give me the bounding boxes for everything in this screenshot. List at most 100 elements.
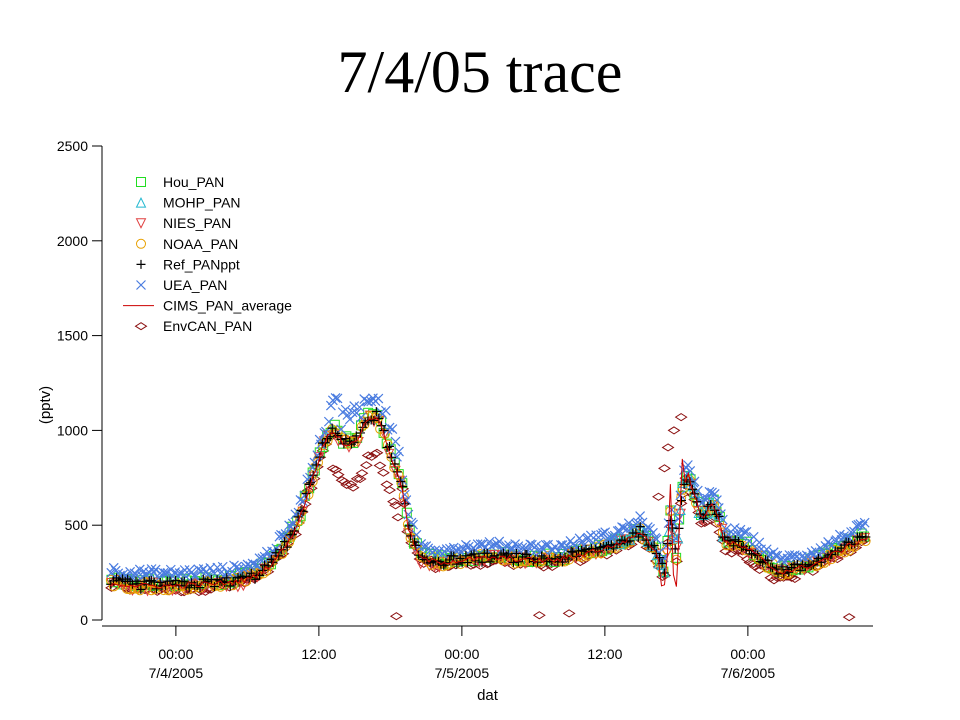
data-point xyxy=(617,522,627,533)
data-point xyxy=(244,572,254,582)
data-point xyxy=(806,561,816,571)
data-point xyxy=(712,495,722,505)
data-point xyxy=(160,568,171,579)
data-point xyxy=(496,550,506,560)
data-point xyxy=(740,555,754,564)
legend-marker xyxy=(136,238,146,249)
data-point xyxy=(376,468,390,477)
data-point xyxy=(531,540,541,551)
data-point xyxy=(540,539,551,550)
data-point xyxy=(507,544,518,554)
data-point xyxy=(461,539,471,550)
data-point xyxy=(339,439,349,449)
y-tick-label: 1000 xyxy=(57,422,88,438)
data-point xyxy=(752,543,763,554)
data-point xyxy=(729,523,740,533)
data-point xyxy=(469,549,479,559)
x-tick-date-label: 7/6/2005 xyxy=(721,665,776,681)
data-point xyxy=(326,464,340,473)
data-point xyxy=(470,556,480,566)
data-point xyxy=(404,521,414,531)
data-point xyxy=(389,612,403,621)
data-point xyxy=(543,539,553,550)
data-point xyxy=(770,550,781,561)
data-point xyxy=(195,583,205,593)
data-point xyxy=(293,512,303,522)
data-point xyxy=(369,416,379,426)
data-point xyxy=(693,507,705,519)
data-point xyxy=(721,524,731,534)
data-point xyxy=(411,529,422,540)
data-point xyxy=(710,507,722,519)
data-point xyxy=(312,457,323,468)
data-point xyxy=(859,517,870,528)
data-point xyxy=(355,469,369,478)
data-point xyxy=(568,547,578,557)
data-point xyxy=(729,541,739,551)
data-point xyxy=(366,396,377,407)
data-point xyxy=(391,513,405,522)
data-point xyxy=(785,573,798,582)
data-point xyxy=(787,550,798,561)
data-point xyxy=(734,536,744,546)
data-point xyxy=(354,402,365,413)
x-tick-label: 12:00 xyxy=(301,646,336,662)
data-point xyxy=(179,565,190,575)
data-point xyxy=(150,564,161,575)
data-point xyxy=(414,550,424,560)
data-point xyxy=(602,533,613,544)
legend-item-noaa-pan: NOAA_PAN xyxy=(136,236,238,252)
legend-item-envcan-pan: EnvCAN_PAN xyxy=(134,318,252,334)
legend-marker xyxy=(136,259,146,269)
data-point xyxy=(297,496,308,507)
data-point xyxy=(108,562,119,573)
x-tick-label: 00:00 xyxy=(158,646,193,662)
data-point xyxy=(330,393,341,403)
data-point xyxy=(327,423,337,433)
data-point xyxy=(665,506,676,517)
legend-item-mohp-pan: MOHP_PAN xyxy=(135,195,241,211)
legend-marker xyxy=(135,196,147,208)
data-point xyxy=(649,540,659,550)
data-point xyxy=(387,424,398,435)
data-point xyxy=(622,524,633,534)
series-lines xyxy=(110,417,868,589)
data-point xyxy=(373,461,387,470)
data-point xyxy=(739,527,750,537)
data-point xyxy=(346,483,360,492)
data-point xyxy=(824,539,835,549)
data-point xyxy=(674,413,688,422)
data-point xyxy=(682,460,693,470)
data-point xyxy=(122,583,133,594)
data-point xyxy=(642,536,653,547)
legend: Hou_PAN MOHP_PAN NIES_PAN NOAA_PAN Ref_PANpp… xyxy=(123,174,292,334)
data-point xyxy=(136,584,146,594)
legend-item-cims-pan-average: CIMS_PAN_average xyxy=(123,298,292,314)
data-point xyxy=(532,611,546,620)
data-point xyxy=(338,477,351,486)
data-point xyxy=(562,609,576,618)
y-tick-label: 2000 xyxy=(57,233,88,249)
data-point xyxy=(850,539,860,549)
data-point xyxy=(761,544,772,555)
data-point xyxy=(347,407,358,418)
data-point xyxy=(525,539,536,550)
x-tick-date-label: 7/4/2005 xyxy=(149,665,204,681)
data-point xyxy=(685,466,696,476)
data-point xyxy=(511,548,521,558)
data-point xyxy=(179,576,189,586)
data-point xyxy=(415,551,426,562)
data-point xyxy=(246,568,256,578)
data-point xyxy=(562,541,572,551)
data-point xyxy=(452,559,462,569)
data-point xyxy=(401,527,415,536)
data-point xyxy=(831,535,842,545)
data-point xyxy=(229,560,239,571)
data-point xyxy=(286,531,297,542)
data-point xyxy=(387,497,400,506)
legend-marker xyxy=(136,177,146,187)
data-point xyxy=(332,393,343,404)
data-point xyxy=(472,539,483,550)
legend-label: Hou_PAN xyxy=(163,174,224,190)
data-point xyxy=(704,486,715,497)
